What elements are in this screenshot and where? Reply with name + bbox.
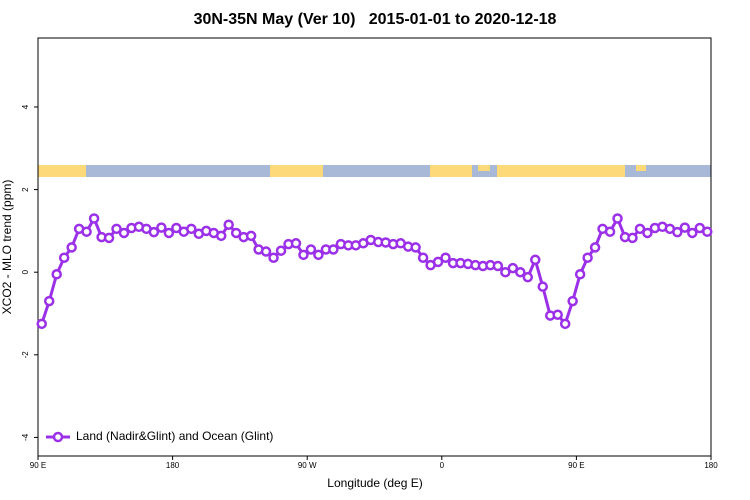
data-point bbox=[230, 227, 242, 239]
data-point bbox=[156, 222, 167, 233]
data-point bbox=[417, 252, 429, 263]
y-tick-label: -4 bbox=[21, 433, 30, 441]
data-point bbox=[410, 242, 421, 253]
legend-marker bbox=[52, 431, 64, 443]
y-tick-label: 0 bbox=[21, 269, 30, 274]
data-point bbox=[111, 223, 122, 235]
data-point bbox=[290, 238, 302, 249]
data-point bbox=[103, 232, 115, 244]
x-tick-label: 180 bbox=[166, 461, 180, 470]
data-point bbox=[515, 266, 526, 278]
data-point bbox=[58, 252, 70, 263]
land-ocean-strip bbox=[38, 165, 711, 177]
data-point bbox=[522, 271, 534, 283]
y-tick-label: 4 bbox=[21, 104, 30, 109]
data-point bbox=[51, 269, 62, 280]
data-point bbox=[672, 226, 683, 238]
data-point bbox=[687, 227, 698, 239]
data-point bbox=[440, 252, 451, 263]
data-point bbox=[627, 232, 638, 244]
data-point bbox=[567, 295, 578, 307]
x-tick-label: 90 W bbox=[298, 461, 317, 470]
data-point bbox=[245, 230, 257, 242]
data-point bbox=[582, 252, 593, 263]
data-point bbox=[432, 256, 444, 268]
y-axis-label: XCO2 - MLO trend (ppm) bbox=[0, 180, 14, 315]
data-point bbox=[642, 227, 653, 239]
data-point bbox=[702, 226, 713, 237]
data-point bbox=[163, 227, 175, 239]
data-point bbox=[679, 222, 691, 233]
data-point bbox=[148, 226, 160, 238]
plot-frame bbox=[37, 37, 712, 457]
data-point bbox=[530, 254, 541, 266]
legend-label: Land (Nadir&Glint) and Ocean (Glint) bbox=[76, 429, 273, 443]
data-point bbox=[328, 244, 339, 255]
y-tick-label: -2 bbox=[21, 351, 30, 359]
data-point bbox=[43, 295, 55, 307]
x-tick-label: 90 E bbox=[568, 461, 584, 470]
data-point bbox=[275, 245, 287, 256]
data-point bbox=[313, 249, 324, 261]
data-point bbox=[260, 246, 272, 257]
chart-title: 30N-35N May (Ver 10) 2015-01-01 to 2020-… bbox=[194, 11, 557, 28]
data-point bbox=[36, 318, 47, 330]
data-point bbox=[186, 223, 197, 235]
data-point bbox=[223, 219, 234, 230]
y-tick-label: 2 bbox=[21, 187, 30, 192]
data-point bbox=[589, 242, 601, 253]
data-point bbox=[559, 318, 571, 330]
x-tick-label: 180 bbox=[704, 461, 718, 470]
data-point bbox=[81, 226, 92, 237]
data-point bbox=[537, 281, 548, 292]
data-point bbox=[634, 223, 646, 235]
data-point bbox=[574, 269, 586, 280]
data-point bbox=[298, 249, 309, 261]
data-point bbox=[215, 230, 227, 242]
x-axis-label: Longitude (deg E) bbox=[327, 476, 422, 490]
data-point bbox=[500, 266, 511, 278]
x-tick-label: 90 E bbox=[30, 461, 46, 470]
data-point bbox=[66, 242, 77, 253]
data-point bbox=[268, 252, 279, 263]
data-point bbox=[612, 213, 623, 224]
data-point bbox=[604, 226, 616, 237]
x-tick-label: 0 bbox=[440, 461, 445, 470]
data-point bbox=[507, 262, 519, 274]
data-point bbox=[118, 227, 130, 239]
data-point bbox=[492, 260, 504, 272]
data-point bbox=[305, 244, 317, 255]
data-point bbox=[88, 213, 100, 224]
data-point bbox=[552, 309, 563, 320]
